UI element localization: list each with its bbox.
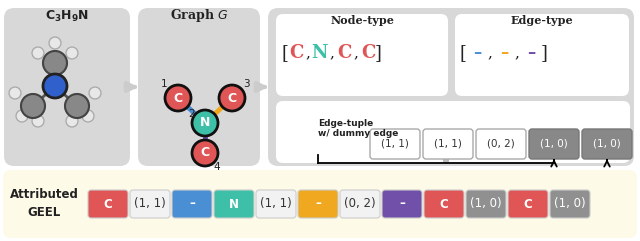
FancyBboxPatch shape [298,190,338,218]
Circle shape [43,74,67,98]
FancyBboxPatch shape [172,190,212,218]
Text: ,: , [515,46,520,60]
Text: C: C [440,198,449,210]
Text: –: – [315,198,321,210]
Circle shape [43,51,67,75]
Circle shape [49,37,61,49]
Text: [: [ [282,44,289,62]
Text: (1, 1): (1, 1) [434,139,462,149]
Text: ]: ] [374,44,381,62]
FancyBboxPatch shape [423,129,473,159]
Text: C: C [227,92,237,105]
Text: C: C [104,198,113,210]
Text: ,: , [488,46,492,60]
Text: [: [ [460,44,467,62]
Text: C: C [337,44,351,62]
Text: ]: ] [541,44,547,62]
Text: ,: , [305,46,310,60]
Text: Node-type: Node-type [330,15,394,27]
Text: (1, 0): (1, 0) [593,139,621,149]
Text: 3: 3 [243,79,250,89]
FancyBboxPatch shape [130,190,170,218]
FancyBboxPatch shape [455,14,629,96]
Circle shape [21,94,45,118]
Circle shape [89,87,101,99]
Circle shape [192,140,218,166]
Circle shape [32,115,44,127]
Circle shape [9,87,21,99]
Text: –: – [473,45,481,61]
Text: 1: 1 [161,79,167,89]
Circle shape [66,47,78,59]
Text: Attributed
GEEL: Attributed GEEL [10,188,79,220]
FancyBboxPatch shape [466,190,506,218]
Circle shape [192,110,218,136]
FancyBboxPatch shape [256,190,296,218]
Text: (0, 2): (0, 2) [487,139,515,149]
FancyBboxPatch shape [214,190,254,218]
FancyBboxPatch shape [424,190,464,218]
FancyBboxPatch shape [340,190,380,218]
FancyBboxPatch shape [529,129,579,159]
Text: (1, 1): (1, 1) [134,198,166,210]
FancyBboxPatch shape [276,101,630,163]
Text: N: N [312,44,328,62]
Circle shape [82,110,94,122]
FancyBboxPatch shape [476,129,526,159]
Text: ,: , [330,46,335,60]
Text: –: – [500,45,508,61]
Text: 4: 4 [214,162,220,172]
Text: 2: 2 [189,109,195,119]
Text: (1, 0): (1, 0) [554,198,586,210]
Text: Edge-tuple: Edge-tuple [318,119,373,127]
FancyBboxPatch shape [4,8,130,166]
Text: $\mathbf{C_3H_9N}$: $\mathbf{C_3H_9N}$ [45,8,89,24]
Text: (1, 0): (1, 0) [470,198,502,210]
Text: C: C [200,147,209,160]
FancyBboxPatch shape [370,129,420,159]
Circle shape [16,110,28,122]
Circle shape [65,94,89,118]
FancyBboxPatch shape [88,190,128,218]
Text: (1, 0): (1, 0) [540,139,568,149]
Circle shape [165,85,191,111]
Text: (1, 1): (1, 1) [260,198,292,210]
Circle shape [66,115,78,127]
Text: (0, 2): (0, 2) [344,198,376,210]
Text: –: – [527,45,535,61]
FancyBboxPatch shape [3,170,637,238]
FancyBboxPatch shape [582,129,632,159]
Text: C: C [361,44,375,62]
Text: (1, 1): (1, 1) [381,139,409,149]
Text: ,: , [353,46,358,60]
Text: Graph $G$: Graph $G$ [170,7,228,25]
Text: C: C [289,44,303,62]
Text: N: N [229,198,239,210]
FancyBboxPatch shape [138,8,260,166]
Circle shape [219,85,245,111]
Text: Edge-type: Edge-type [511,15,573,27]
FancyBboxPatch shape [268,8,634,166]
FancyBboxPatch shape [382,190,422,218]
Text: w/ dummy edge: w/ dummy edge [318,129,398,139]
Text: –: – [189,198,195,210]
Text: N: N [200,116,210,129]
Text: –: – [399,198,405,210]
FancyBboxPatch shape [276,14,448,96]
Text: C: C [524,198,532,210]
FancyBboxPatch shape [550,190,590,218]
FancyBboxPatch shape [508,190,548,218]
Text: C: C [173,92,182,105]
Circle shape [32,47,44,59]
